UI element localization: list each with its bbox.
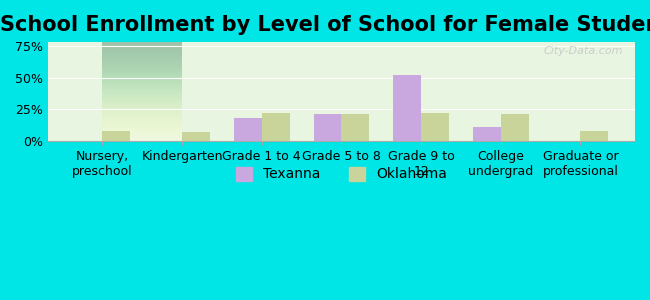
Bar <box>421 113 449 141</box>
Bar <box>182 132 210 141</box>
Bar <box>103 131 130 141</box>
Bar <box>393 75 421 141</box>
Bar <box>500 114 528 141</box>
Text: City-Data.com: City-Data.com <box>544 46 623 56</box>
Bar <box>262 113 290 141</box>
Bar <box>473 127 500 141</box>
Bar <box>341 114 369 141</box>
Bar <box>313 114 341 141</box>
Bar <box>234 118 262 141</box>
Legend: Texanna, Oklahoma: Texanna, Oklahoma <box>229 160 454 188</box>
Bar <box>580 131 608 141</box>
Title: School Enrollment by Level of School for Female Students: School Enrollment by Level of School for… <box>0 15 650 35</box>
